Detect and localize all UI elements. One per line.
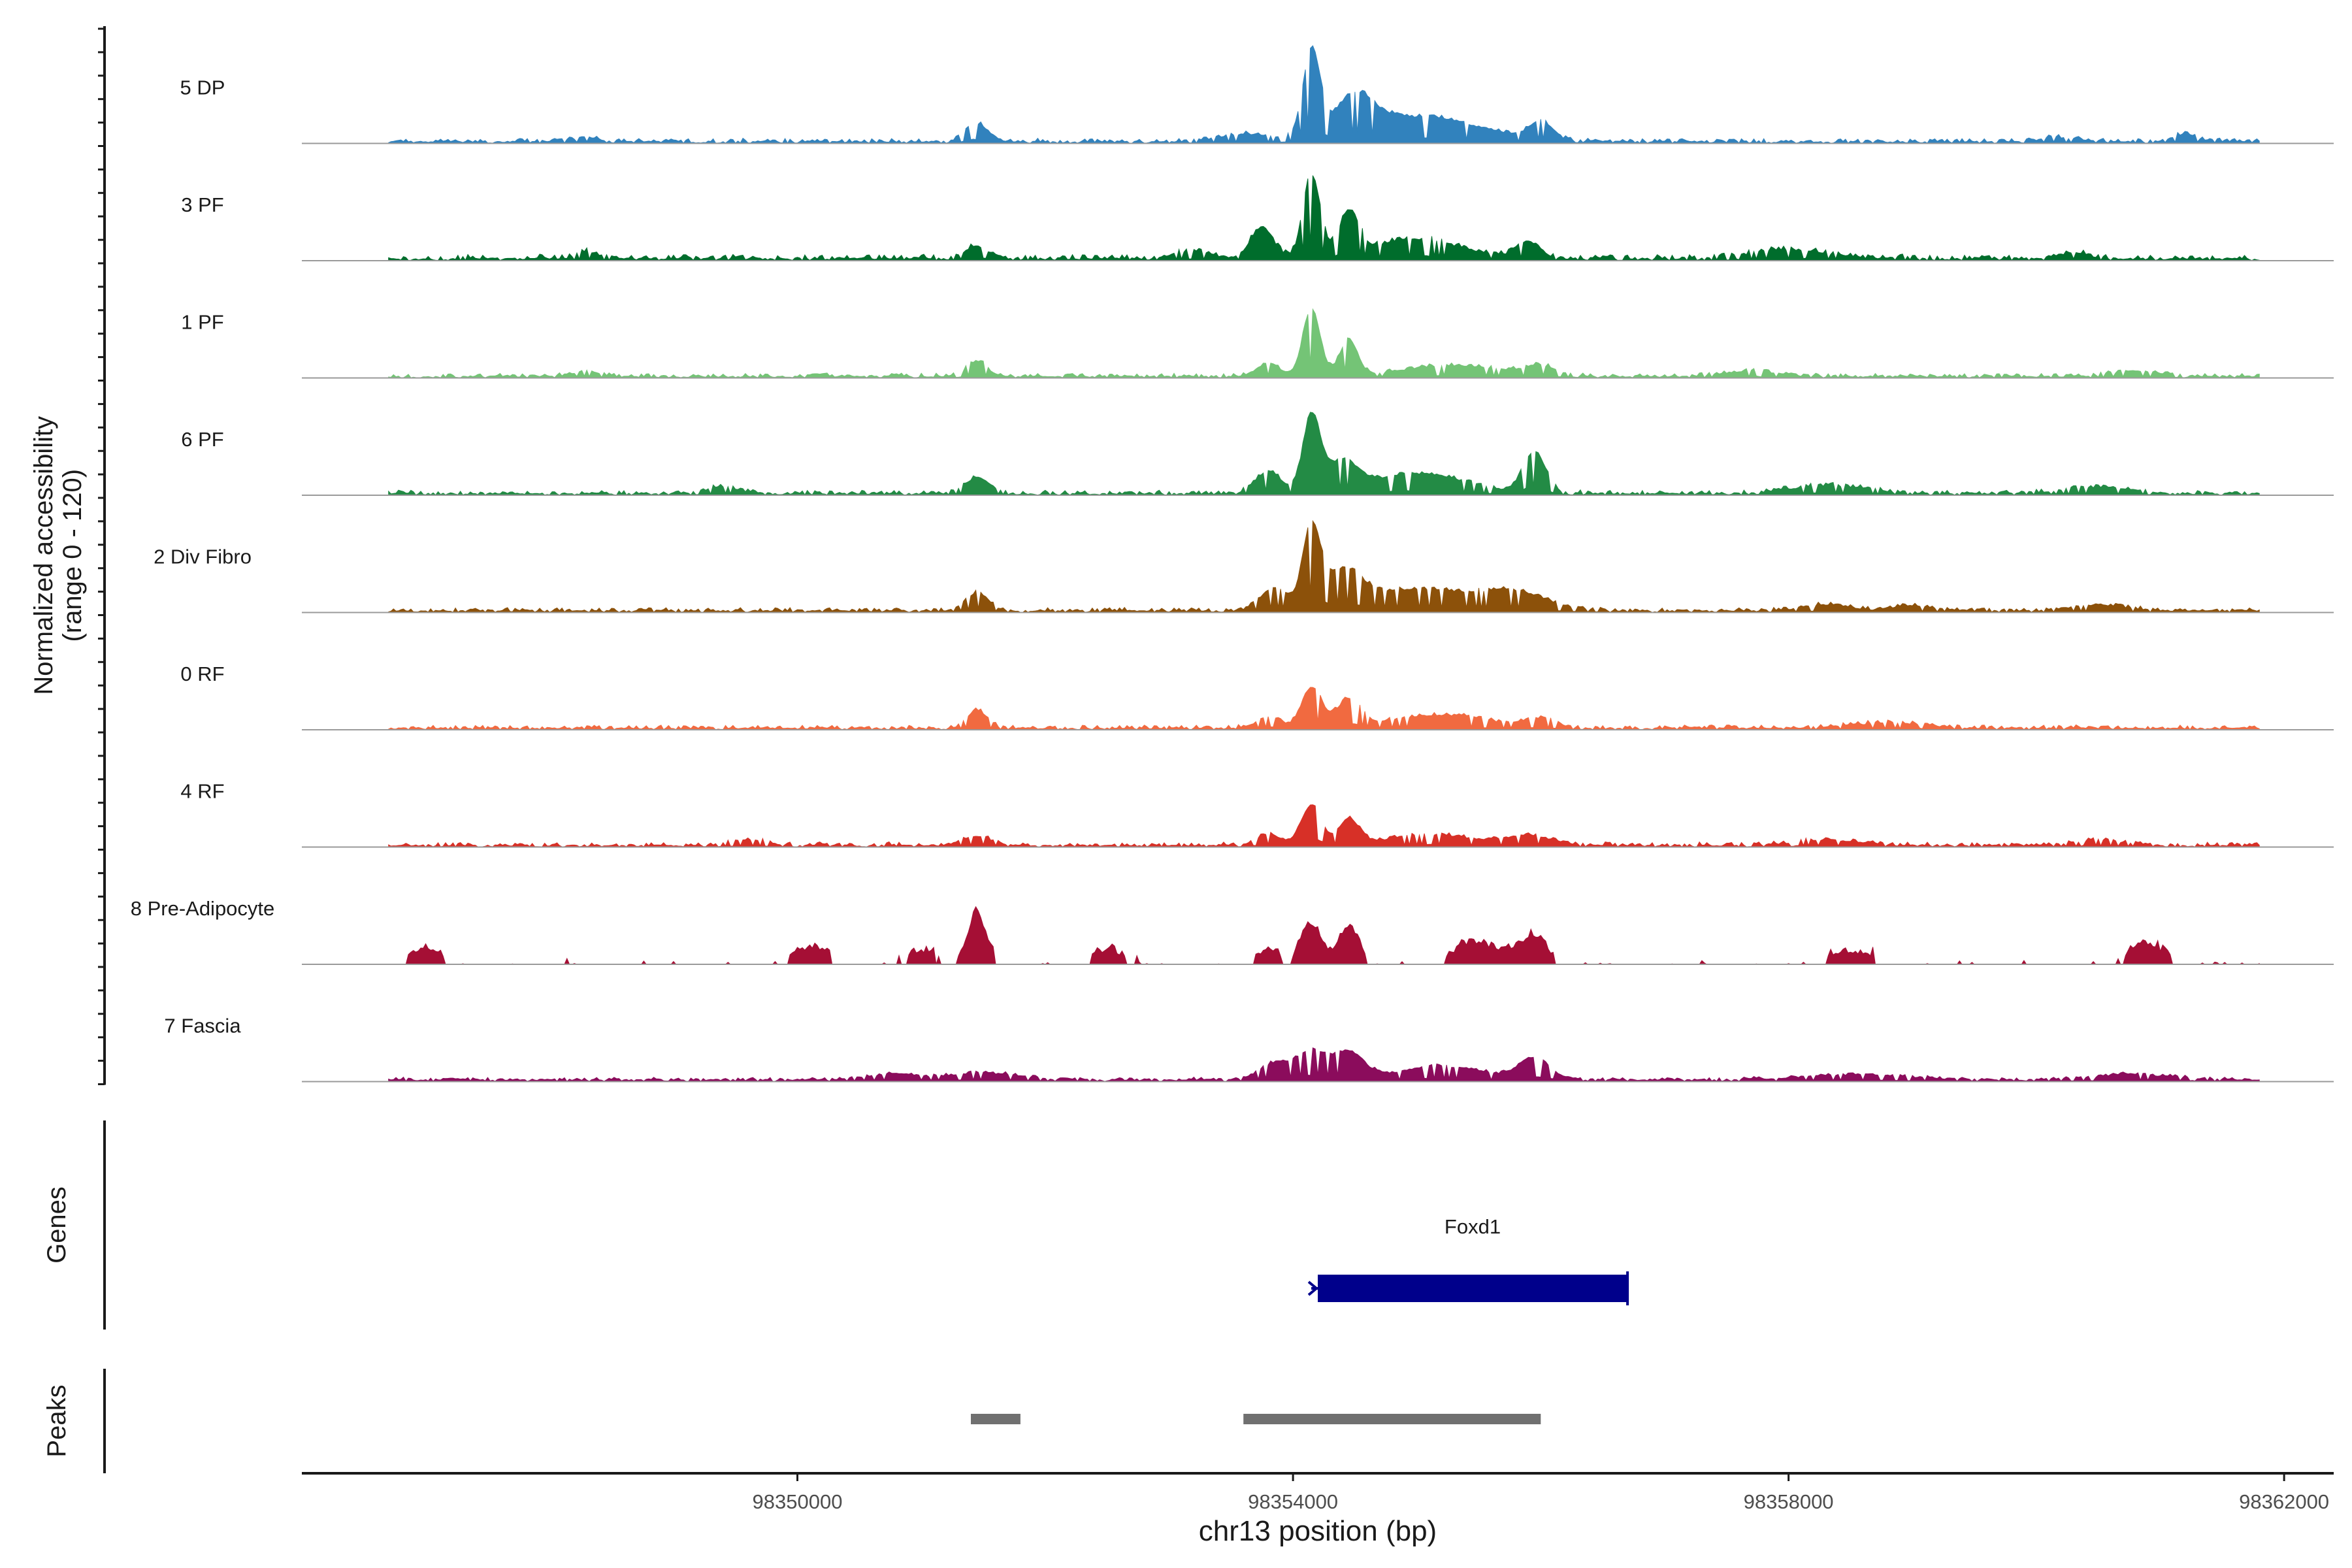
track-1-pf: 1 PF xyxy=(181,308,2334,379)
peaks-label: Peaks xyxy=(42,1384,71,1457)
coverage-area xyxy=(388,1047,2260,1082)
track-label: 3 PF xyxy=(181,193,223,216)
track-label: 0 RF xyxy=(180,662,224,685)
peak-bar xyxy=(971,1414,1021,1424)
gene-body xyxy=(1318,1275,1628,1302)
gene-name-label: Foxd1 xyxy=(1445,1215,1501,1238)
x-tick-label: 98354000 xyxy=(1248,1490,1338,1513)
x-tick-label: 98350000 xyxy=(753,1490,843,1513)
genes-panel: Genes Foxd1 xyxy=(42,1120,1629,1330)
coverage-area xyxy=(388,906,2260,965)
track-0-rf: 0 RF xyxy=(180,662,2334,730)
track-label: 5 DP xyxy=(180,76,225,99)
coverage-area xyxy=(388,175,2260,261)
x-tick-label: 98362000 xyxy=(2239,1490,2329,1513)
coverage-area xyxy=(388,519,2260,613)
track-label: 7 Fascia xyxy=(164,1015,241,1037)
peak-bar xyxy=(1243,1414,1541,1424)
x-tick-label: 98358000 xyxy=(1744,1490,1834,1513)
coverage-area xyxy=(388,804,2260,847)
x-axis-ticks: 98350000 98354000 98358000 98362000 xyxy=(753,1473,2329,1513)
track-7-fascia: 7 Fascia xyxy=(164,1015,2334,1083)
coverage-area xyxy=(388,687,2260,730)
track-6-pf: 6 PF xyxy=(181,412,2334,496)
track-2-div-fibro: 2 Div Fibro xyxy=(154,519,2334,613)
track-4-rf: 4 RF xyxy=(180,780,2334,848)
peaks-panel: Peaks xyxy=(42,1369,1541,1473)
coverage-area xyxy=(388,412,2260,496)
coverage-tracks: 5 DP 3 PF 1 PF 6 PF 2 Div Fibro 0 RF 4 RF 8 Pre… xyxy=(131,45,2334,1083)
x-axis: 98350000 98354000 98358000 98362000 chr13 p… xyxy=(302,1472,2334,1547)
coverage-y-ticks xyxy=(98,27,105,1085)
track-5-dp: 5 DP xyxy=(180,45,2334,144)
track-label: 1 PF xyxy=(181,311,223,334)
track-label: 4 RF xyxy=(180,780,224,803)
y-axis-label-range: (range 0 - 120) xyxy=(58,469,87,642)
track-8-pre-adipocyte: 8 Pre-Adipocyte xyxy=(131,897,2334,965)
genes-label: Genes xyxy=(42,1186,71,1264)
track-3-pf: 3 PF xyxy=(181,175,2334,261)
peak-bars xyxy=(971,1414,1541,1424)
track-label: 8 Pre-Adipocyte xyxy=(131,897,275,920)
coverage-area xyxy=(388,45,2260,144)
coverage-area xyxy=(388,308,2260,378)
track-label: 2 Div Fibro xyxy=(154,546,252,568)
x-axis-label: chr13 position (bp) xyxy=(1199,1515,1437,1547)
coverage-panel: 5 DP 3 PF 1 PF 6 PF 2 Div Fibro 0 RF 4 RF 8 Pre… xyxy=(29,26,2334,1085)
track-label: 6 PF xyxy=(181,428,223,451)
y-axis-label: Normalized accessibility xyxy=(29,416,58,695)
gene-strand-arrow xyxy=(1307,1281,1319,1296)
